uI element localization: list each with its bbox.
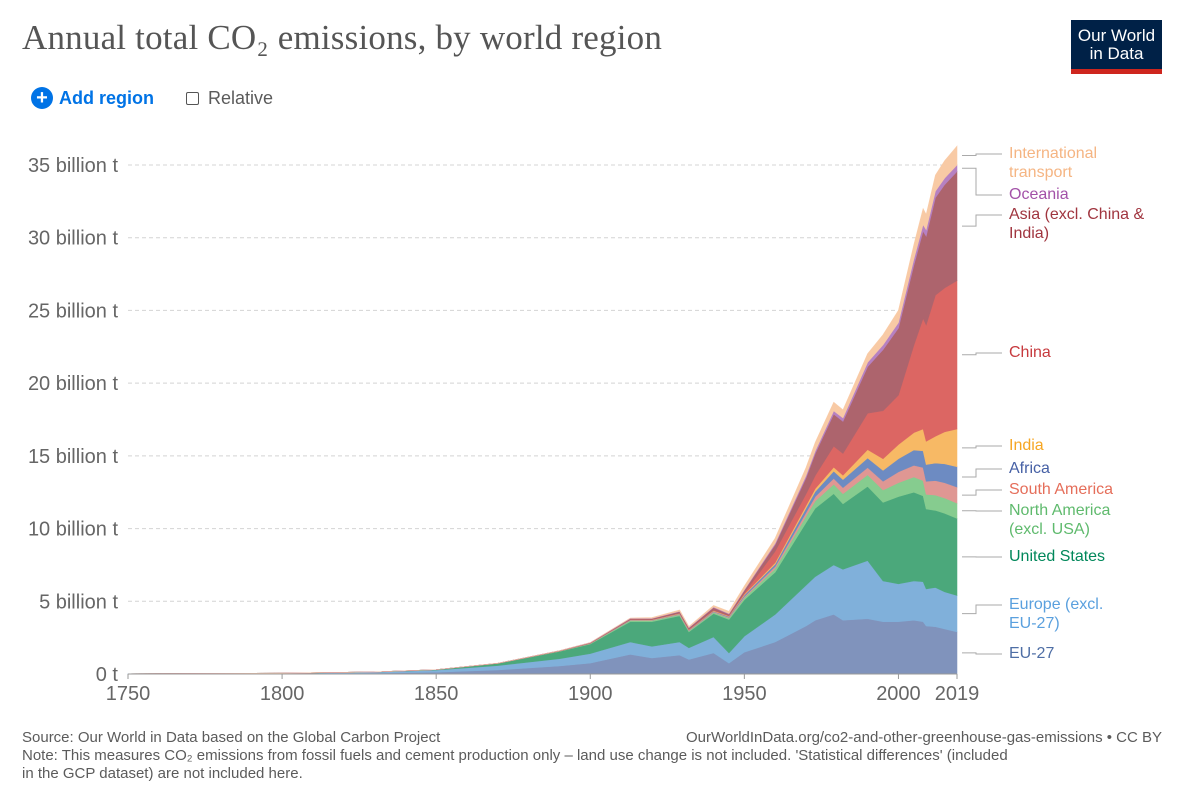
add-region-label: Add region	[59, 87, 154, 108]
legend-label-north-america[interactable]: North America (excl. USA)	[1009, 502, 1111, 538]
controls: + Add region Relative	[31, 87, 273, 109]
legend-label-asia[interactable]: Asia (excl. China & India)	[1009, 206, 1145, 242]
legend-label-oceania[interactable]: Oceania	[1009, 186, 1069, 203]
x-tick-label: 2019	[935, 683, 980, 705]
x-tick-label: 2000	[876, 683, 921, 705]
relative-label: Relative	[208, 87, 274, 108]
x-tick-label: 1950	[722, 683, 767, 705]
plus-circle-icon: +	[31, 87, 53, 109]
legend-label-united-states[interactable]: United States	[1009, 548, 1106, 565]
relative-checkbox[interactable]	[186, 91, 199, 105]
label-connector	[962, 489, 1002, 496]
legend-label-india[interactable]: India	[1009, 437, 1044, 454]
label-connector	[962, 167, 1002, 196]
logo-line2: in Data	[1089, 44, 1144, 63]
x-tick-label: 1750	[106, 683, 151, 705]
footer: Source: Our World in Data based on the G…	[22, 729, 1162, 783]
note-text: Note: This measures CO₂ emissions from f…	[22, 747, 1008, 782]
source-url-link[interactable]: OurWorldInData.org/co2-and-other-greenho…	[685, 729, 1162, 746]
y-tick-label: 30 billion t	[28, 228, 119, 250]
legend-label-international-transport[interactable]: International transport	[1009, 145, 1098, 181]
relative-toggle[interactable]: Relative	[186, 88, 273, 109]
label-connector	[962, 604, 1002, 615]
legend-label-china[interactable]: China	[1009, 344, 1051, 361]
add-region-button[interactable]: + Add region	[31, 87, 154, 109]
legend-label-africa[interactable]: Africa	[1009, 460, 1050, 477]
y-tick-label: 10 billion t	[28, 519, 119, 541]
y-tick-label: 20 billion t	[28, 373, 119, 395]
source-text: Source: Our World in Data based on the G…	[22, 729, 441, 746]
y-tick-label: 25 billion t	[28, 300, 119, 322]
y-tick-label: 35 billion t	[28, 155, 119, 177]
chart-title: Annual total CO₂ emissions, by world reg…	[22, 18, 663, 57]
label-connector	[962, 445, 1002, 449]
label-connector	[962, 352, 1002, 356]
area-series-international-transport	[127, 145, 958, 675]
label-connector	[962, 214, 1002, 227]
label-connector	[962, 468, 1002, 478]
x-tick-label: 1850	[414, 683, 459, 705]
y-tick-label: 15 billion t	[28, 446, 119, 468]
x-tick-label: 1900	[568, 683, 613, 705]
legend-label-eu27[interactable]: EU-27	[1009, 645, 1055, 662]
label-connector	[962, 652, 1002, 655]
y-tick-label: 5 billion t	[39, 591, 118, 613]
y-tick-label: 0 t	[96, 664, 119, 686]
owid-logo[interactable]: Our World in Data	[1071, 20, 1162, 74]
logo-line1: Our World	[1077, 26, 1156, 45]
legend-label-south-america[interactable]: South America	[1009, 481, 1114, 498]
stacked-area-chart[interactable]: 0 t 5 billion t 10 billion t 15 billion t 20…	[0, 0, 1182, 720]
label-connector	[962, 153, 1002, 157]
legend-label-europe[interactable]: Europe (excl. EU-27)	[1009, 596, 1104, 632]
x-tick-label: 1800	[260, 683, 305, 705]
